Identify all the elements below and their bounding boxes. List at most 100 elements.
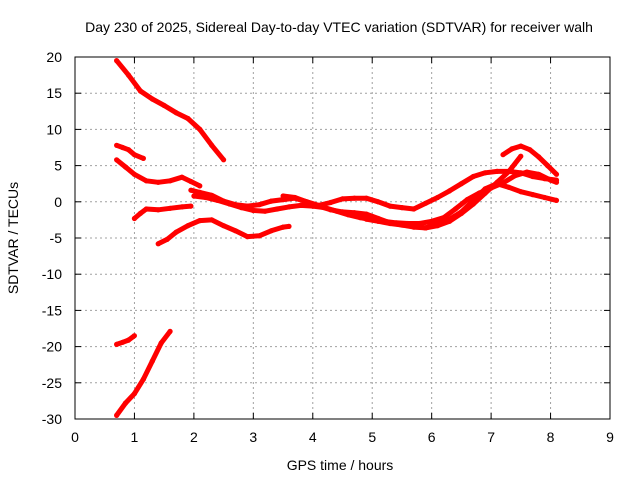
data-point <box>232 228 239 234</box>
data-point <box>387 203 393 209</box>
data-point <box>131 333 137 339</box>
data-point <box>122 164 129 170</box>
data-point <box>238 205 244 211</box>
data-point <box>268 228 274 234</box>
data-point <box>149 96 155 102</box>
x-tick-label: 3 <box>249 429 257 445</box>
data-point <box>298 202 304 208</box>
data-point <box>411 206 417 212</box>
data-point <box>173 229 179 235</box>
x-tick-label: 2 <box>190 429 198 445</box>
data-point <box>221 223 227 229</box>
data-point <box>155 241 161 247</box>
y-tick-label: 10 <box>46 121 62 137</box>
data-point <box>423 200 429 206</box>
data-point <box>125 337 132 343</box>
data-point <box>256 202 262 208</box>
y-tick-label: -15 <box>42 302 62 318</box>
data-point <box>197 189 203 195</box>
data-point <box>120 339 126 345</box>
data-point <box>164 236 170 242</box>
data-point <box>553 171 560 177</box>
data-point <box>122 400 129 406</box>
data-point <box>464 197 470 203</box>
data-point <box>435 220 441 227</box>
x-tick-label: 0 <box>71 429 79 445</box>
y-tick-label: 0 <box>54 194 62 210</box>
data-point <box>536 154 542 160</box>
data-point <box>482 186 488 192</box>
data-point <box>167 328 173 334</box>
data-point <box>446 188 453 194</box>
data-point <box>458 209 464 215</box>
data-point <box>357 215 363 221</box>
grid-lines <box>75 57 610 419</box>
data-point <box>286 223 292 229</box>
y-axis-label: SDTVAR / TECUs <box>5 182 21 294</box>
data-point <box>197 183 203 189</box>
x-tick-label: 1 <box>131 429 139 445</box>
data-point <box>506 184 512 190</box>
data-point <box>114 142 120 148</box>
data-point <box>553 179 560 185</box>
data-point <box>286 204 292 210</box>
data-point <box>125 72 132 78</box>
data-point <box>536 171 542 177</box>
data-point <box>262 208 268 214</box>
y-tick-label: -10 <box>42 266 62 282</box>
data-point <box>120 144 126 151</box>
data-point <box>203 194 209 201</box>
data-point <box>274 206 280 212</box>
data-point <box>482 170 488 176</box>
data-point <box>209 217 215 223</box>
data-point <box>114 157 120 163</box>
data-point <box>545 163 551 169</box>
data-point <box>304 199 310 205</box>
data-point <box>197 218 203 224</box>
data-point <box>470 197 476 203</box>
data-point <box>518 143 524 149</box>
data-point <box>375 199 381 205</box>
data-point <box>173 110 179 116</box>
data-point <box>458 181 464 187</box>
y-tick-label: -25 <box>42 375 62 391</box>
data-point <box>328 207 334 213</box>
data-point <box>339 196 346 202</box>
axes: 0 1 2 3 4 5 6 7 8 9 -30 -25 -20 -15 -10 -5 0 5 10 15 20 <box>42 49 614 445</box>
data-point <box>137 210 143 216</box>
data-point <box>363 211 369 217</box>
data-point <box>351 195 357 201</box>
series-arc-11 <box>115 333 136 347</box>
data-point <box>280 193 286 199</box>
data-point <box>399 205 405 211</box>
y-tick-label: 15 <box>46 85 62 101</box>
data-point <box>280 224 286 230</box>
data-point <box>470 173 476 180</box>
data-point <box>167 178 173 184</box>
y-tick-label: 5 <box>54 158 62 174</box>
data-point <box>155 179 161 185</box>
data-point <box>375 218 381 224</box>
data-point <box>363 216 369 222</box>
data-point <box>131 391 137 397</box>
data-point <box>114 58 120 64</box>
data-point <box>188 178 194 185</box>
x-axis-label: GPS time / hours <box>287 457 394 473</box>
data-point <box>494 181 500 187</box>
data-point <box>140 155 146 161</box>
data-point <box>161 102 167 109</box>
data-point <box>268 198 274 204</box>
y-tick-label: -5 <box>50 230 63 246</box>
data-point <box>500 152 506 158</box>
x-tick-label: 9 <box>606 429 614 445</box>
data-point <box>512 173 518 179</box>
chart-title: Day 230 of 2025, Sidereal Day-to-day VTE… <box>85 19 593 35</box>
data-point <box>191 193 197 199</box>
data-point <box>399 222 405 228</box>
data-point <box>167 205 173 211</box>
data-point <box>197 126 203 132</box>
data-point <box>446 216 453 222</box>
data-point <box>185 223 191 229</box>
series-lines <box>114 58 560 418</box>
data-point <box>316 203 322 209</box>
